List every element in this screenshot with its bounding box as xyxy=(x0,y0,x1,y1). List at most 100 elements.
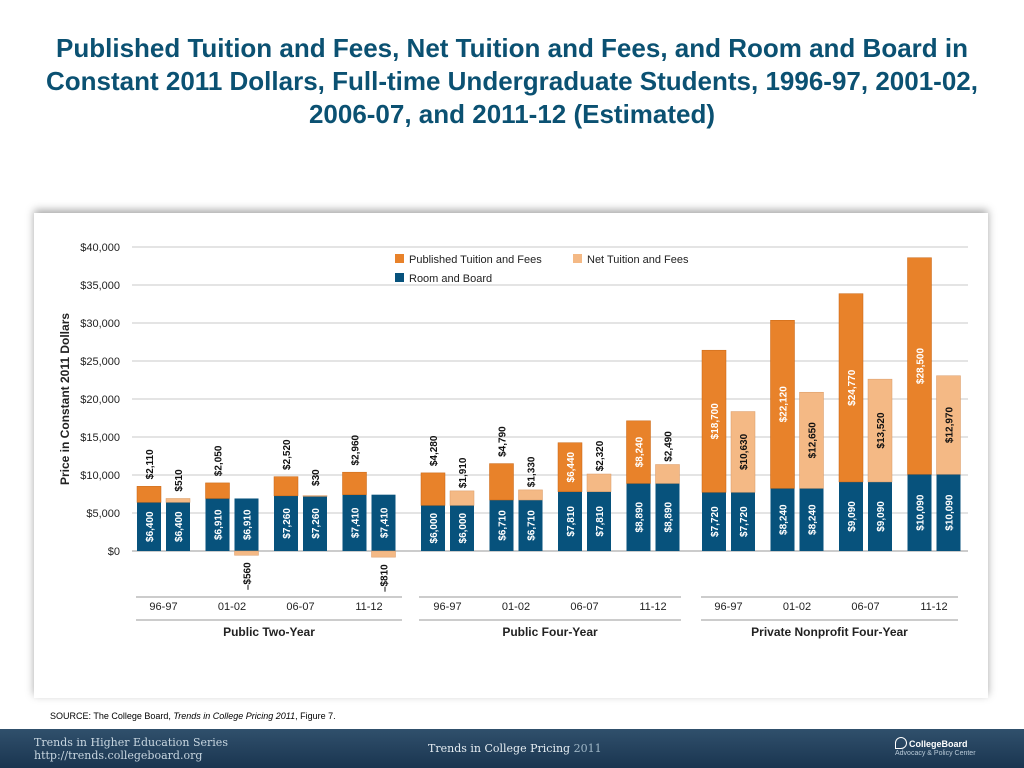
legend-label: Published Tuition and Fees xyxy=(409,254,542,266)
bar-room-board xyxy=(587,491,611,551)
x-tick-label: 01-02 xyxy=(502,601,530,613)
data-label-published-tuition: $2,960 xyxy=(351,434,362,465)
data-label-net-tuition: $10,630 xyxy=(739,433,750,470)
bar-room-board xyxy=(518,500,543,551)
bar-published-tuition xyxy=(557,442,583,492)
legend-swatch xyxy=(573,254,582,263)
group-label: Public Four-Year xyxy=(502,625,598,639)
bar-published-tuition xyxy=(420,472,446,506)
bar-room-board xyxy=(702,492,726,551)
bar-published-tuition xyxy=(907,257,932,475)
data-label-published-tuition: $18,700 xyxy=(710,403,721,440)
y-tick-label: $20,000 xyxy=(80,394,120,406)
data-label-net-tuition: $2,490 xyxy=(664,431,675,462)
y-tick-label: $40,000 xyxy=(80,242,120,254)
bar-room-board xyxy=(936,474,961,551)
bar-published-tuition xyxy=(770,320,795,489)
x-tick-label: 96-97 xyxy=(714,601,742,613)
data-label-room-board: $6,710 xyxy=(527,510,538,541)
bar-published-tuition xyxy=(489,463,514,501)
data-label-net-tuition: $12,970 xyxy=(945,407,956,444)
data-label-room-board: $10,090 xyxy=(945,494,956,531)
data-label-published-tuition: $22,120 xyxy=(779,386,790,423)
stacked-bar-chart: $0 $5,000 $10,000 $15,000 $20,000 $25,000 $30,… xyxy=(58,242,968,639)
collegeboard-logo: CollegeBoard Advocacy & Policy Center xyxy=(895,737,976,759)
source-note: SOURCE: The College Board, Trends in Col… xyxy=(50,711,336,721)
data-label-room-board: $7,410 xyxy=(380,507,391,538)
bar-net-tuition xyxy=(586,473,612,492)
bar-net-tuition xyxy=(655,464,680,484)
bar-net-tuition xyxy=(799,391,824,489)
data-label-published-tuition: $24,770 xyxy=(847,369,858,406)
data-label-net-tuition: –$560 xyxy=(243,562,254,590)
bar-room-board xyxy=(205,498,230,551)
x-tick-label: 11-12 xyxy=(355,601,382,613)
data-label-room-board: $6,000 xyxy=(458,512,469,543)
acorn-icon xyxy=(895,737,907,749)
bar-room-board xyxy=(489,500,514,551)
bar-room-board xyxy=(770,488,795,551)
series-url[interactable]: http://trends.collegeboard.org xyxy=(34,749,203,762)
data-label-net-tuition: –$810 xyxy=(380,564,391,592)
bar-published-tuition xyxy=(205,482,230,499)
data-label-net-tuition: $30 xyxy=(311,469,322,486)
data-label-published-tuition: $2,110 xyxy=(145,449,156,479)
bar-room-board xyxy=(421,505,445,551)
x-tick-label: 06-07 xyxy=(570,601,598,613)
data-label-published-tuition: $8,240 xyxy=(635,436,646,467)
y-tick-label: $0 xyxy=(108,546,120,558)
report-title: Trends in College Pricing xyxy=(428,742,574,755)
bar-room-board xyxy=(868,481,892,551)
footer-bar: Trends in Higher Education Series http:/… xyxy=(0,729,1024,768)
source-suffix: , Figure 7. xyxy=(295,711,336,721)
legend-label: Net Tuition and Fees xyxy=(587,254,689,266)
x-tick-label: 11-12 xyxy=(920,601,947,613)
data-label-net-tuition: $510 xyxy=(174,469,185,492)
data-label-room-board: $6,910 xyxy=(214,509,225,540)
bar-net-tuition xyxy=(165,498,191,503)
y-tick-label: $30,000 xyxy=(80,318,120,330)
source-publication: Trends in College Pricing 2011 xyxy=(173,711,296,721)
data-label-published-tuition: $4,280 xyxy=(429,435,440,466)
data-label-net-tuition: $13,520 xyxy=(876,412,887,449)
group-label: Private Nonprofit Four-Year xyxy=(751,625,908,639)
bar-net-tuition xyxy=(371,550,396,558)
bar-room-board xyxy=(234,498,259,551)
data-label-room-board: $6,000 xyxy=(429,512,440,543)
legend-label: Room and Board xyxy=(409,273,492,285)
bar-room-board xyxy=(907,474,932,551)
bar-net-tuition xyxy=(867,378,893,483)
data-label-room-board: $6,910 xyxy=(243,509,254,540)
bar-room-board xyxy=(450,505,474,551)
bar-room-board xyxy=(342,494,367,551)
x-tick-label: 01-02 xyxy=(218,601,246,613)
x-tick-label: 96-97 xyxy=(149,601,177,613)
data-label-published-tuition: $28,500 xyxy=(916,348,927,385)
y-tick-label: $15,000 xyxy=(80,432,120,444)
series-title: Trends in Higher Education Series xyxy=(34,736,228,749)
series-name: Trends in Higher Education Series http:/… xyxy=(34,736,228,762)
x-tick-label: 96-97 xyxy=(433,601,461,613)
bar-room-board xyxy=(799,488,824,551)
bar-net-tuition xyxy=(302,495,328,497)
legend-swatch xyxy=(395,273,404,282)
y-tick-label: $5,000 xyxy=(86,508,120,520)
bar-published-tuition xyxy=(626,420,651,484)
data-label-net-tuition: $2,320 xyxy=(595,440,606,471)
bar-room-board xyxy=(166,502,190,551)
data-label-room-board: $8,890 xyxy=(635,501,646,532)
data-label-published-tuition: $6,440 xyxy=(566,451,577,482)
y-tick-label: $35,000 xyxy=(80,280,120,292)
bar-net-tuition xyxy=(449,490,475,506)
data-label-room-board: $6,400 xyxy=(174,511,185,542)
data-label-net-tuition: $1,330 xyxy=(527,456,538,487)
data-label-room-board: $10,090 xyxy=(916,494,927,531)
bar-net-tuition xyxy=(730,411,756,493)
bar-room-board xyxy=(137,502,161,551)
bar-room-board xyxy=(839,481,863,551)
data-label-room-board: $8,240 xyxy=(779,504,790,535)
source-prefix: SOURCE: The College Board, xyxy=(50,711,174,721)
group-label: Public Two-Year xyxy=(223,625,315,639)
data-label-room-board: $7,260 xyxy=(311,508,322,539)
bar-room-board xyxy=(626,483,651,551)
